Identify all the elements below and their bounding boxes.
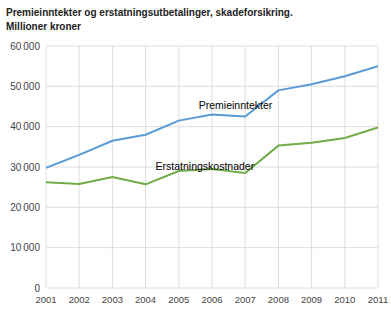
x-grid-line — [112, 46, 113, 288]
x-tick-label: 2007 — [235, 294, 256, 305]
x-tick-label: 2006 — [201, 294, 222, 305]
grid — [46, 46, 378, 288]
chart: Premieinntekter og erstatningsutbetaling… — [0, 0, 391, 318]
x-tick-label: 2001 — [35, 294, 56, 305]
x-tick-label: 2003 — [102, 294, 123, 305]
x-tick-label: 2004 — [135, 294, 156, 305]
x-tick-label: 2005 — [168, 294, 189, 305]
subtitle: Millioner kroner — [6, 21, 81, 32]
title: Premieinntekter og erstatningsutbetaling… — [6, 7, 293, 18]
series-label: Erstatningskostnader — [156, 160, 255, 172]
y-tick-label: 0 — [34, 283, 40, 294]
x-tick-label: 2002 — [69, 294, 90, 305]
series-line — [46, 127, 378, 184]
y-tick-label: 20 000 — [10, 202, 40, 213]
y-tick-label: 60 000 — [10, 41, 40, 52]
y-tick-label: 30 000 — [10, 162, 40, 173]
y-tick-label: 50 000 — [10, 81, 40, 92]
x-grid-line — [145, 46, 146, 288]
x-grid-line — [344, 46, 345, 288]
x-grid-line — [378, 46, 379, 288]
y-tick-label: 10 000 — [10, 242, 40, 253]
x-tick-label: 2009 — [301, 294, 322, 305]
x-grid-line — [278, 46, 279, 288]
x-tick-label: 2008 — [268, 294, 289, 305]
series-label: Premieinntekter — [199, 99, 273, 111]
x-grid-line — [311, 46, 312, 288]
lines — [46, 66, 378, 184]
chart-container: Premieinntekter og erstatningsutbetaling… — [0, 0, 391, 318]
y-tick-label: 40 000 — [10, 121, 40, 132]
x-tick-label: 2010 — [334, 294, 355, 305]
x-grid-line — [79, 46, 80, 288]
x-tick-label: 2011 — [368, 294, 388, 305]
series-line — [46, 66, 378, 168]
